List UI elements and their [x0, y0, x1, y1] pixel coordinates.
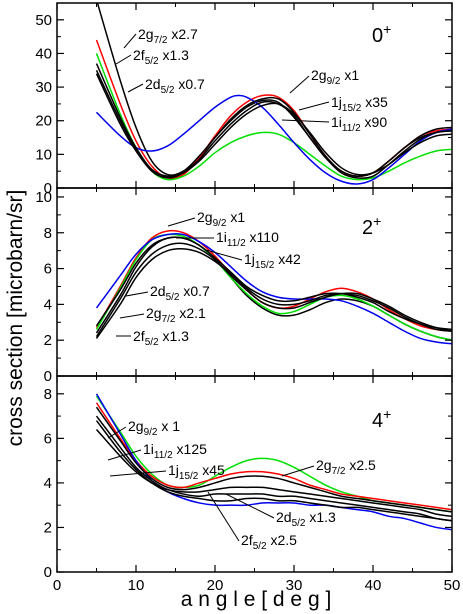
orbital-annotation: 2d5/2 x1.3 — [276, 509, 336, 529]
orbital-annotation: 1j15/2 x42 — [244, 251, 301, 271]
series-line-black-5 — [95, 248, 452, 339]
series-line-black-4 — [95, 242, 452, 338]
y-tick-label: 6 — [44, 430, 52, 447]
orbital-annotation: 1i11/2 x125 — [143, 441, 207, 461]
y-tick-label: 0 — [44, 180, 52, 197]
series-line-red-1 — [95, 402, 452, 511]
panel-state-label: 2+ — [362, 213, 381, 239]
annotation-leader — [107, 426, 127, 439]
annotation-leader — [123, 33, 137, 49]
annotation-leader — [207, 491, 240, 542]
y-axis-title: cross section [microbarn/sr] — [4, 190, 27, 447]
annotation-leader — [109, 470, 167, 477]
orbital-annotation: 2g9/2 x1 — [197, 209, 245, 229]
y-tick-label: 30 — [35, 79, 52, 96]
annotation-leader — [167, 217, 196, 227]
x-tick-label: 0 — [53, 577, 61, 594]
annotation-leader — [281, 465, 315, 477]
y-tick-label: 4 — [44, 296, 52, 313]
x-tick-label: 10 — [128, 577, 145, 594]
series-line-blue-3 — [95, 94, 452, 185]
annotation-leader — [225, 493, 275, 519]
series-line-black-3 — [95, 406, 452, 513]
annotation-leader — [205, 249, 243, 261]
y-tick-label: 4 — [44, 475, 52, 492]
orbital-annotation: 2f5/2 x1.3 — [133, 47, 189, 67]
y-tick-label: 20 — [35, 113, 52, 130]
series-line-green-2 — [95, 53, 452, 181]
annotation-leader — [125, 291, 149, 297]
annotation-leader — [119, 313, 145, 319]
x-tick-label: 50 — [444, 577, 461, 594]
orbital-annotation: 2g9/2 x 1 — [128, 418, 180, 438]
annotation-leader — [289, 75, 310, 94]
annotation-leader — [115, 54, 132, 65]
annotation-leader — [107, 449, 142, 461]
series-line-black-6 — [95, 69, 452, 178]
series-line-black-6 — [95, 420, 452, 522]
y-tick-label: 8 — [44, 386, 52, 403]
annotation-leader — [298, 101, 330, 111]
x-tick-label: 40 — [365, 577, 382, 594]
orbital-annotation: 2d5/2 x0.7 — [145, 76, 205, 96]
orbital-annotation: 1j15/2 x45 — [168, 462, 225, 482]
y-tick-label: 6 — [44, 261, 52, 278]
orbital-annotation: 2f5/2 x2.5 — [241, 532, 297, 552]
orbital-annotation: 1i11/2 x110 — [216, 229, 279, 249]
series-line-blue-3 — [95, 233, 452, 345]
orbital-annotation: 2d5/2 x0.7 — [150, 283, 210, 303]
y-tick-label: 10 — [35, 146, 52, 163]
annotation-leader — [281, 119, 330, 123]
y-tick-label: 40 — [35, 45, 52, 62]
orbital-annotation: 1i11/2 x90 — [331, 114, 387, 134]
y-tick-label: 10 — [35, 189, 52, 206]
curves — [95, 393, 452, 531]
series-line-black-6 — [95, 236, 452, 331]
y-tick-label: 50 — [35, 12, 52, 29]
curves — [95, 229, 452, 345]
y-tick-label: 0 — [44, 564, 52, 581]
x-axis-title: a n g l e [ d e g ] — [181, 588, 332, 611]
series-line-black-5 — [95, 428, 452, 522]
orbital-annotation: 1j15/2 x35 — [331, 94, 388, 114]
panel-state-label: 4+ — [372, 406, 391, 432]
y-tick-label: 0 — [44, 368, 52, 385]
orbital-annotation: 2f5/2 x1.3 — [133, 328, 189, 348]
curves — [95, 3, 452, 185]
orbital-annotation: 2g7/2 x2.7 — [138, 26, 198, 46]
series-line-blue-2 — [95, 393, 452, 531]
orbital-annotation: 2g9/2 x1 — [311, 67, 359, 87]
y-tick-label: 2 — [44, 332, 52, 349]
y-tick-label: 8 — [44, 225, 52, 242]
x-tick-label: 20 — [207, 577, 224, 594]
annotation-leader — [127, 83, 144, 93]
panel-state-label: 0+ — [372, 21, 391, 47]
y-tick-label: 2 — [44, 519, 52, 536]
orbital-annotation: 2g7/2 x2.5 — [316, 457, 376, 477]
panel-4+: 0 2 4 6 8 0 10 20 30 40 50 4+ 2g9/2 x 1 1i11/2 x1251j… — [44, 375, 461, 594]
x-tick-label: 30 — [286, 577, 303, 594]
orbital-annotation: 2g7/2 x2.1 — [146, 305, 206, 325]
